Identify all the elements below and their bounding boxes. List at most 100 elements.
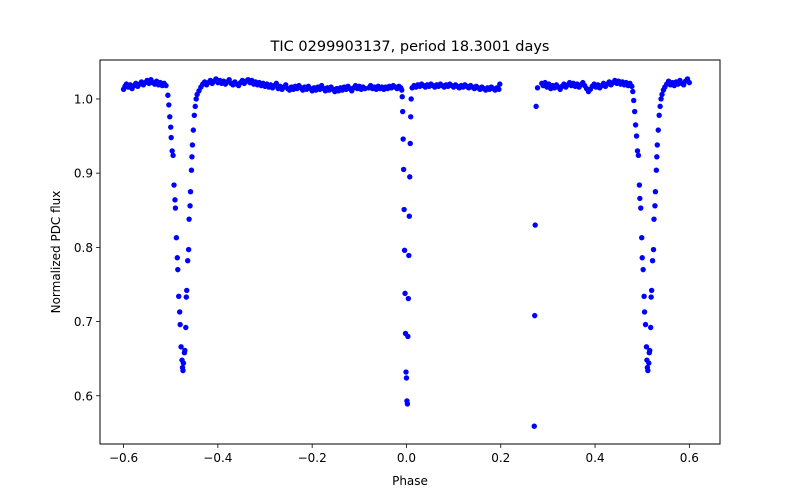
data-point xyxy=(631,108,638,115)
data-point xyxy=(403,369,409,375)
data-point xyxy=(399,108,406,115)
data-point xyxy=(399,94,405,100)
data-point xyxy=(273,80,280,87)
data-point xyxy=(497,81,503,87)
data-point xyxy=(643,344,650,350)
data-point xyxy=(636,182,643,188)
data-point xyxy=(652,189,659,195)
data-point xyxy=(178,344,184,350)
data-point xyxy=(189,154,195,160)
data-point xyxy=(648,294,654,300)
data-point xyxy=(171,182,177,188)
data-point xyxy=(401,206,407,213)
data-point xyxy=(174,255,181,261)
data-point xyxy=(185,258,191,264)
data-point xyxy=(168,124,174,130)
y-tick-label: 0.7 xyxy=(74,315,93,329)
data-point xyxy=(633,133,640,139)
data-point xyxy=(657,103,663,110)
x-tick-label: 0.4 xyxy=(586,451,605,465)
data-point xyxy=(183,294,189,300)
data-point xyxy=(639,235,645,241)
data-point xyxy=(533,103,539,110)
data-point xyxy=(193,96,199,102)
x-tick-label: −0.4 xyxy=(203,451,232,465)
data-point xyxy=(172,205,179,211)
data-point xyxy=(169,148,175,154)
data-point xyxy=(187,189,194,195)
data-point xyxy=(651,216,657,222)
data-point xyxy=(192,103,198,110)
data-point xyxy=(186,216,192,222)
data-point xyxy=(168,134,174,141)
data-point xyxy=(406,252,412,259)
x-tick-label: 0.2 xyxy=(491,451,510,465)
data-point xyxy=(166,102,172,108)
data-point xyxy=(400,166,407,173)
data-points xyxy=(120,76,693,429)
data-point xyxy=(639,255,645,261)
data-point xyxy=(496,86,502,93)
data-point xyxy=(406,213,412,219)
data-point xyxy=(531,423,537,429)
data-point xyxy=(400,136,406,142)
data-point xyxy=(642,321,649,328)
data-point xyxy=(176,293,182,300)
data-point xyxy=(189,142,196,148)
data-point xyxy=(641,309,648,315)
data-point xyxy=(407,174,413,180)
data-point xyxy=(658,96,664,102)
data-point xyxy=(652,203,658,209)
data-point xyxy=(170,152,176,159)
data-point xyxy=(172,197,178,203)
x-tick-label: 0.6 xyxy=(680,451,699,465)
data-point xyxy=(647,347,653,354)
data-point xyxy=(656,112,662,118)
data-point xyxy=(629,83,635,90)
data-point xyxy=(646,360,652,366)
data-point xyxy=(641,293,647,300)
y-tick-label: 0.9 xyxy=(74,167,93,181)
data-point xyxy=(165,92,171,98)
data-point xyxy=(405,295,412,302)
data-point xyxy=(190,127,197,133)
data-point xyxy=(402,290,408,297)
data-point xyxy=(654,154,660,160)
data-point xyxy=(532,222,538,228)
x-axis: −0.6 −0.4 −0.2 0.0 0.2 0.4 0.6 xyxy=(109,444,699,465)
data-point xyxy=(191,112,197,118)
data-point xyxy=(399,87,405,93)
data-point xyxy=(184,287,190,294)
data-point xyxy=(176,309,183,315)
data-point xyxy=(188,167,195,173)
data-point xyxy=(632,122,639,128)
y-axis-label: Normalized PDC flux xyxy=(49,191,63,314)
chart-title: TIC 0299903137, period 18.3001 days xyxy=(270,39,550,55)
data-point xyxy=(175,266,181,273)
data-point xyxy=(180,367,186,374)
data-point xyxy=(180,360,187,366)
data-point xyxy=(405,333,411,340)
data-point xyxy=(653,167,660,173)
data-point xyxy=(185,246,192,253)
x-tick-label: −0.6 xyxy=(109,451,138,465)
data-point xyxy=(649,258,656,264)
data-point xyxy=(408,96,414,102)
data-point xyxy=(654,142,660,148)
data-point xyxy=(534,85,541,91)
data-point xyxy=(401,247,408,254)
data-point xyxy=(637,195,643,202)
data-point xyxy=(659,91,665,98)
data-point xyxy=(631,97,637,104)
data-point xyxy=(187,203,193,209)
data-point xyxy=(645,367,651,374)
y-axis: 0.6 0.7 0.8 0.9 1.0 xyxy=(74,92,100,403)
data-point xyxy=(408,114,414,120)
y-tick-label: 1.0 xyxy=(74,92,93,106)
x-tick-label: −0.2 xyxy=(298,451,327,465)
data-point xyxy=(638,205,644,211)
data-point xyxy=(167,114,173,120)
x-tick-label: 0.0 xyxy=(397,451,416,465)
